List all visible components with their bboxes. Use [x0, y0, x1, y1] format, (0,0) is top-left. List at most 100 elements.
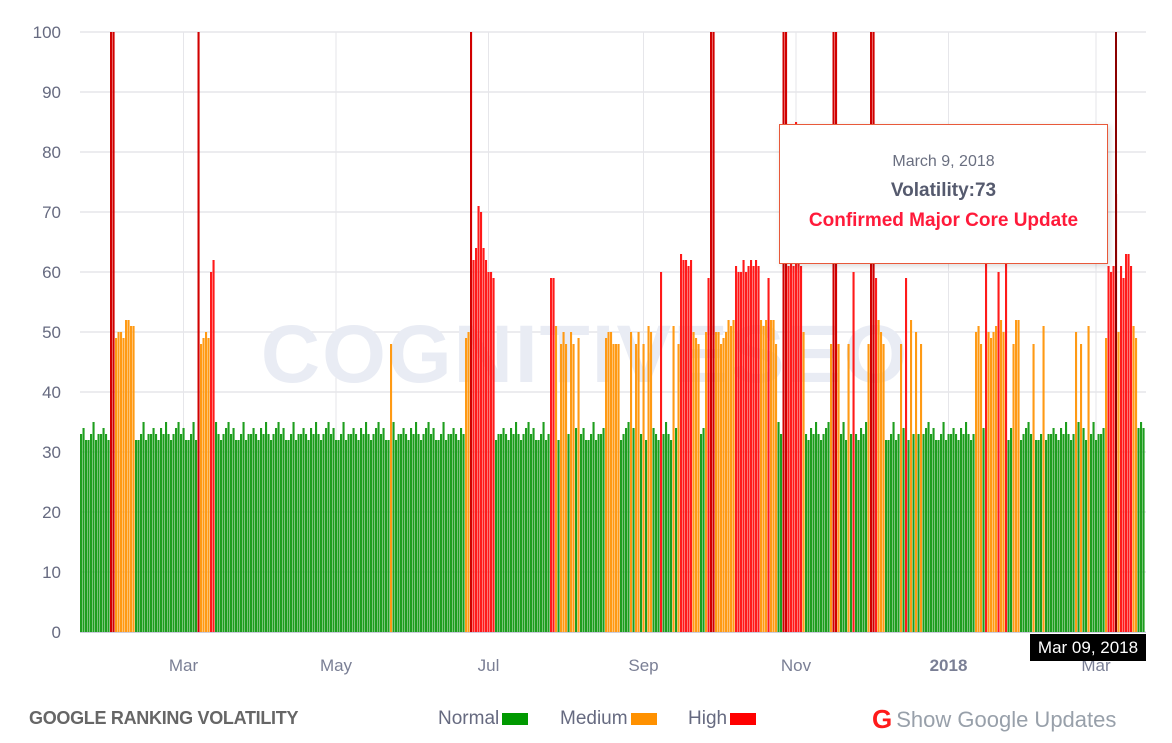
legend-medium[interactable]: Medium — [560, 708, 657, 730]
volatility-bar — [410, 428, 413, 632]
volatility-bar — [190, 434, 193, 632]
volatility-bar — [380, 434, 383, 632]
volatility-bar — [330, 434, 333, 632]
x-tick-label: Mar — [169, 656, 199, 675]
volatility-bar — [1000, 320, 1003, 632]
volatility-bar — [277, 422, 280, 632]
volatility-bar — [340, 434, 343, 632]
volatility-bar — [392, 422, 395, 632]
legend-normal[interactable]: Normal — [438, 708, 529, 730]
volatility-bar — [880, 332, 883, 632]
volatility-bar — [1100, 434, 1103, 632]
volatility-bar — [1092, 422, 1095, 632]
tooltip-volatility: Volatility:73 — [890, 180, 997, 201]
volatility-bar — [852, 272, 855, 632]
legend-swatch-green — [502, 713, 529, 725]
volatility-bar — [487, 272, 490, 632]
bars — [80, 32, 1145, 632]
volatility-bar — [920, 344, 923, 632]
volatility-bar — [1020, 440, 1023, 632]
volatility-bar — [715, 332, 718, 632]
y-tick-label: 100 — [33, 23, 61, 42]
volatility-bar — [90, 434, 93, 632]
volatility-bar — [697, 344, 700, 632]
volatility-bar — [782, 32, 785, 632]
volatility-bar — [785, 32, 788, 632]
volatility-bar — [212, 260, 215, 632]
volatility-bar — [1135, 338, 1138, 632]
volatility-bar — [702, 428, 705, 632]
volatility-bar — [110, 32, 113, 632]
volatility-bar — [170, 440, 173, 632]
volatility-bar — [970, 440, 973, 632]
volatility-bar — [542, 422, 545, 632]
volatility-bar — [137, 440, 140, 632]
volatility-bar — [430, 434, 433, 632]
volatility-bar — [412, 434, 415, 632]
volatility-bar — [922, 434, 925, 632]
y-tick-label: 10 — [42, 563, 61, 582]
volatility-bar — [282, 428, 285, 632]
volatility-bar — [962, 434, 965, 632]
volatility-bar — [270, 440, 273, 632]
y-axis: 0 10 20 30 40 50 60 70 80 90 100 — [33, 23, 61, 642]
volatility-bar — [567, 434, 570, 632]
volatility-bar — [112, 32, 115, 632]
volatility-bar — [427, 422, 430, 632]
volatility-bar — [985, 260, 988, 632]
volatility-bar — [767, 278, 770, 632]
volatility-bar — [252, 428, 255, 632]
volatility-bar — [630, 332, 633, 632]
y-tick-label: 80 — [42, 143, 61, 162]
volatility-bar — [437, 440, 440, 632]
volatility-bar — [577, 338, 580, 632]
volatility-bar — [887, 440, 890, 632]
y-tick-label: 70 — [42, 203, 61, 222]
y-tick-label: 20 — [42, 503, 61, 522]
volatility-bar — [425, 428, 428, 632]
volatility-bar — [1120, 266, 1123, 632]
volatility-bar — [387, 440, 390, 632]
volatility-bar — [402, 428, 405, 632]
volatility-bar — [740, 272, 743, 632]
volatility-bar — [1125, 254, 1128, 632]
volatility-bar — [267, 434, 270, 632]
volatility-bar — [1082, 428, 1085, 632]
show-google-updates-button[interactable]: G Show Google Updates — [872, 704, 1116, 735]
volatility-bar — [885, 440, 888, 632]
volatility-bar — [775, 344, 778, 632]
volatility-bar — [1022, 434, 1025, 632]
volatility-bar — [465, 338, 468, 632]
volatility-bar — [525, 428, 528, 632]
volatility-bar — [987, 332, 990, 632]
volatility-bar — [162, 434, 165, 632]
legend-high[interactable]: High — [688, 708, 757, 730]
volatility-bar — [605, 338, 608, 632]
volatility-bar — [147, 434, 150, 632]
volatility-bar — [182, 428, 185, 632]
volatility-bar — [217, 434, 220, 632]
crosshair-date-label: Mar 09, 2018 — [1030, 634, 1146, 661]
volatility-bar — [87, 440, 90, 632]
x-tick-label: Sep — [628, 656, 658, 675]
volatility-bar — [455, 434, 458, 632]
volatility-bar — [975, 332, 978, 632]
volatility-bar — [275, 428, 278, 632]
volatility-bar — [165, 422, 168, 632]
volatility-bar — [952, 428, 955, 632]
volatility-bar — [617, 344, 620, 632]
volatility-bar — [287, 440, 290, 632]
volatility-bar — [462, 434, 465, 632]
volatility-bar — [642, 344, 645, 632]
volatility-bar — [965, 422, 968, 632]
volatility-bar — [1137, 428, 1140, 632]
volatility-bar — [832, 32, 835, 632]
volatility-bar — [447, 434, 450, 632]
volatility-bar — [160, 428, 163, 632]
volatility-bar — [1045, 440, 1048, 632]
tooltip-note: Confirmed Major Core Update — [808, 210, 1079, 231]
volatility-bar — [440, 434, 443, 632]
volatility-bar — [735, 266, 738, 632]
volatility-bar — [837, 344, 840, 632]
volatility-bar — [815, 422, 818, 632]
